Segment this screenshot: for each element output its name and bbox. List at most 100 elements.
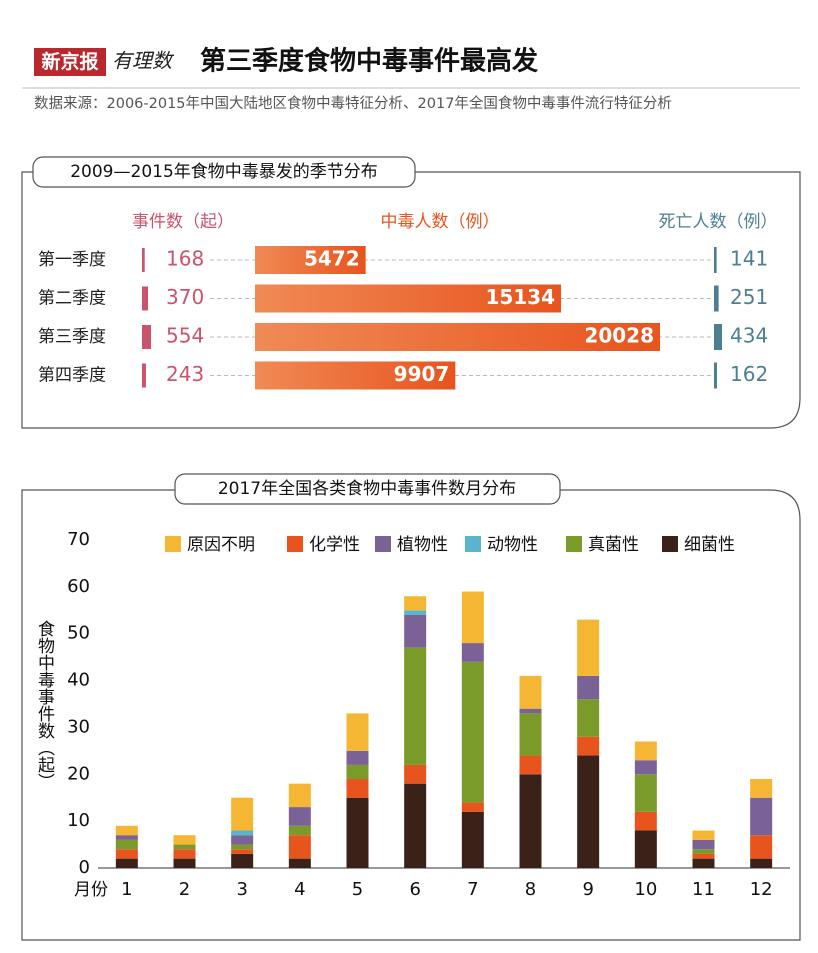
legend-swatch [465,536,481,552]
y-tick-label: 20 [67,763,90,784]
bar-segment [231,797,254,831]
page-title: 第三季度食物中毒事件最高发 [200,46,538,77]
bar [714,247,717,273]
bar-segment [577,755,600,868]
bar [714,324,722,350]
y-axis-label: 食物中毒事件数（起） [34,620,55,790]
bar-segment [115,849,138,859]
x-tick-label: 9 [582,879,593,900]
bar [142,286,149,311]
y-tick-label: 40 [67,670,90,691]
x-tick-label: 11 [692,879,715,900]
bar-segment [750,797,773,836]
value-label: 243 [166,362,204,386]
legend-label: 细菌性 [684,535,735,555]
bar-segment [404,614,427,648]
bar-segment [404,647,427,765]
legend-swatch [287,536,303,552]
bar-segment [288,825,311,836]
bar [255,323,660,351]
value-label: 5472 [304,247,360,271]
bar-segment [692,853,715,859]
value-label: 141 [730,247,768,271]
bar-segment [231,835,254,845]
bar-segment [346,764,369,779]
brand: 新京报 [41,50,98,73]
bar-segment [404,764,427,784]
bar-segment [288,807,311,826]
column-name: 有理数 [112,49,175,73]
legend-swatch [375,536,391,552]
x-tick-label: 12 [750,879,773,900]
bar-segment [346,750,369,765]
bar-segment [519,774,542,868]
bar-segment [634,830,657,868]
bar-segment [404,783,427,868]
bar-segment [461,643,484,662]
bar-segment [461,661,484,803]
bar-segment [577,699,600,737]
row-label: 第三季度 [38,327,106,347]
legend-label: 原因不明 [187,535,255,555]
bar-segment [692,839,715,850]
value-label: 9907 [394,362,450,386]
x-tick-label: 10 [634,879,657,900]
bar-segment [404,596,427,611]
bar-segment [577,619,600,676]
row-label: 第二季度 [38,289,106,309]
legend-swatch [165,536,181,552]
y-tick-label: 50 [67,623,90,644]
bar-segment [173,844,196,850]
bar [255,361,456,390]
bar-segment [115,839,138,850]
bar-segment [346,778,369,798]
panel-tab [174,473,561,505]
bar-segment [750,858,773,868]
bar [714,285,719,312]
legend-swatch [566,536,582,552]
value-label: 370 [166,285,204,309]
bar-segment [634,760,657,775]
bar [255,284,562,313]
bar-segment [173,835,196,845]
bar-segment [288,783,311,808]
bar-segment [461,802,484,812]
value-label: 15134 [485,285,555,309]
bar-segment [750,778,773,798]
value-label: 251 [730,285,768,309]
bar-segment [231,853,254,868]
column-header: 死亡人数（例） [659,212,778,232]
bar-segment [115,835,138,840]
bar [142,248,145,272]
bar-segment [346,797,369,868]
x-tick-label: 6 [409,879,420,900]
x-tick-label: 8 [525,879,536,900]
bar-segment [231,844,254,850]
bar-segment [346,713,369,751]
bar-segment [692,830,715,840]
legend-label: 动物性 [487,535,538,555]
x-axis-label: 月份 [74,880,108,900]
bar-segment [231,849,254,854]
panel [21,171,801,429]
chart-title: 2017年全国各类食物中毒事件数月分布 [218,479,516,499]
bar-segment [231,830,254,836]
x-tick-label: 7 [467,879,478,900]
y-tick-label: 60 [67,576,90,597]
panel [21,489,801,941]
value-label: 434 [730,324,768,348]
bar-segment [288,858,311,868]
legend-swatch [662,536,678,552]
x-tick-label: 1 [121,879,132,900]
value-label: 162 [730,362,768,386]
source: 数据来源：2006-2015年中国大陆地区食物中毒特征分析、2017年全国食物中… [34,94,672,112]
bar-segment [115,858,138,868]
y-tick-label: 10 [67,810,90,831]
bar-segment [634,811,657,831]
bar-segment [634,774,657,812]
legend-label: 真菌性 [588,535,639,555]
bar-segment [519,713,542,756]
column-header: 中毒人数（例） [381,212,500,232]
y-tick-label: 30 [67,716,90,737]
